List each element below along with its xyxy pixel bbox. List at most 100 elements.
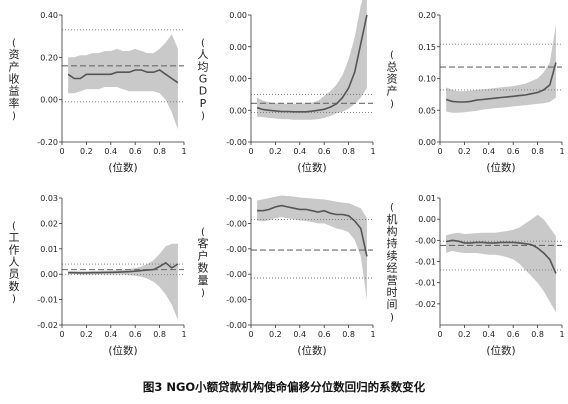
x-tick-label: 0.8 bbox=[531, 147, 544, 156]
confidence-band bbox=[257, 0, 367, 120]
x-tick-label: 1 bbox=[181, 147, 186, 156]
y-axis-label: (人均 G D P) bbox=[198, 38, 209, 122]
x-tick-label: 0 bbox=[248, 330, 253, 339]
confidence-band bbox=[446, 24, 556, 113]
y-tick-label: 0.00 bbox=[40, 96, 58, 105]
x-tick-label: 0.8 bbox=[153, 147, 166, 156]
x-axis-label: (位数) bbox=[108, 161, 137, 174]
y-tick-label: -0.02 bbox=[415, 300, 436, 309]
panel-3: 0.20 0.15 0.10 0.05 0.000 0.2 0.4 0.6 0.8 1 (位数) (总… bbox=[387, 11, 565, 174]
y-tick-label: 0.15 bbox=[418, 43, 436, 52]
quantile-coefficient-line bbox=[445, 239, 557, 274]
x-tick-label: 0 bbox=[59, 330, 64, 339]
y-tick-label: 0.00 bbox=[229, 43, 247, 52]
y-tick-label: -0.01 bbox=[37, 296, 58, 305]
x-axis-label: (位数) bbox=[108, 344, 137, 357]
panel-1: 0.40 0.20 0.00 -0.200 0.2 0.4 0.6 0.8 1 (位数) (资产收益… bbox=[9, 11, 187, 174]
x-tick-label: 0.8 bbox=[342, 330, 355, 339]
y-tick-label: 0.20 bbox=[418, 11, 436, 20]
y-tick-label: -0.01 bbox=[415, 258, 436, 267]
y-tick-label: -0.00 bbox=[226, 245, 247, 254]
x-tick-label: 0.6 bbox=[318, 330, 331, 339]
x-tick-label: 0.4 bbox=[293, 330, 306, 339]
x-tick-label: 0 bbox=[437, 147, 442, 156]
confidence-band bbox=[68, 34, 178, 130]
x-tick-label: 1 bbox=[370, 330, 375, 339]
x-tick-label: 0.8 bbox=[342, 147, 355, 156]
y-tick-label: 0.00 bbox=[229, 75, 247, 84]
y-tick-label: 0.02 bbox=[40, 219, 58, 228]
x-tick-label: 0.4 bbox=[104, 147, 117, 156]
x-tick-label: 0.6 bbox=[507, 330, 520, 339]
y-tick-label: -0.00 bbox=[226, 219, 247, 228]
confidence-band bbox=[257, 195, 367, 300]
quantile-coefficient-line bbox=[256, 14, 368, 113]
y-axis-label: (总资产) bbox=[387, 50, 398, 110]
y-tick-label: 0.40 bbox=[40, 11, 58, 20]
x-tick-label: 0 bbox=[437, 330, 442, 339]
panels-group: 0.400.200.00-0.200 0.2 0.4 0.6 0.8 1(位数)(资产收益… bbox=[9, 0, 565, 357]
y-tick-label: 0.01 bbox=[418, 194, 436, 203]
y-tick-label: 0.10 bbox=[418, 75, 436, 84]
figure-caption: 图3 NGO小额贷款机构使命偏移分位数回归的系数变化 bbox=[143, 380, 426, 394]
x-tick-label: 0.2 bbox=[269, 147, 282, 156]
quantile-coefficient-line bbox=[257, 204, 368, 257]
x-tick-label: 0.4 bbox=[104, 330, 117, 339]
x-tick-label: 0.4 bbox=[482, 330, 495, 339]
x-axis-label: (位数) bbox=[486, 344, 515, 357]
y-tick-label: 0.01 bbox=[40, 245, 58, 254]
x-tick-label: 0.6 bbox=[318, 147, 331, 156]
confidence-band bbox=[446, 214, 556, 313]
y-tick-label: -0.00 bbox=[415, 236, 436, 245]
x-tick-label: 0.4 bbox=[482, 147, 495, 156]
y-tick-label: -0.00 bbox=[226, 194, 247, 203]
y-axis-label: (机构持续经营时间) bbox=[387, 203, 398, 324]
y-tick-label: -0.02 bbox=[37, 321, 58, 330]
y-tick-label: -0.01 bbox=[415, 279, 436, 288]
y-tick-label: -0.00 bbox=[226, 270, 247, 279]
x-tick-label: 0.6 bbox=[129, 330, 142, 339]
panel-4: 0.03 0.02 0.01 0.00 -0.01 -0.020 0.2 0.4 0.6 0.8 1… bbox=[9, 194, 187, 357]
y-axis-label: (工作人员数) bbox=[9, 221, 20, 305]
x-tick-label: 1 bbox=[370, 147, 375, 156]
panel-2: 0.00 0.00 0.00 0.00 -0.000 0.2 0.4 0.6 0.8 1 (位数) (… bbox=[198, 0, 376, 174]
y-axis-label: (客户数量) bbox=[198, 227, 209, 299]
y-tick-label: 0.00 bbox=[229, 106, 247, 115]
x-tick-label: 0.2 bbox=[80, 330, 93, 339]
y-tick-label: 0.00 bbox=[40, 270, 58, 279]
x-tick-label: 0.2 bbox=[458, 147, 471, 156]
x-tick-label: 0 bbox=[248, 147, 253, 156]
x-tick-label: 0.8 bbox=[531, 330, 544, 339]
x-tick-label: 0.4 bbox=[293, 147, 306, 156]
x-axis-label: (位数) bbox=[297, 344, 326, 357]
x-tick-label: 0.8 bbox=[153, 330, 166, 339]
y-axis-label: (资产收益率) bbox=[9, 38, 20, 122]
y-tick-label: -0.20 bbox=[37, 138, 58, 147]
x-tick-label: 0.2 bbox=[269, 330, 282, 339]
x-axis-label: (位数) bbox=[486, 161, 515, 174]
y-tick-label: -0.00 bbox=[226, 138, 247, 147]
y-tick-label: 0.00 bbox=[229, 11, 247, 20]
quantile-coefficient-line bbox=[67, 69, 179, 84]
x-axis-label: (位数) bbox=[297, 161, 326, 174]
confidence-band bbox=[68, 243, 178, 320]
y-tick-label: -0.00 bbox=[226, 296, 247, 305]
y-tick-label: 0.00 bbox=[418, 215, 436, 224]
y-tick-label: 0.05 bbox=[418, 106, 436, 115]
x-tick-label: 0.2 bbox=[458, 330, 471, 339]
x-tick-label: 1 bbox=[559, 147, 564, 156]
y-tick-label: 0.20 bbox=[40, 53, 58, 62]
panel-5: -0.00-0.00-0.00-0.00-0.00-0.000 0.2 0.4 0.6… bbox=[198, 194, 376, 357]
y-tick-label: -0.00 bbox=[226, 321, 247, 330]
x-tick-label: 0.6 bbox=[129, 147, 142, 156]
panel-6: 0.01 0.00 -0.00 -0.01 -0.01 -0.02 0 0.2 0.4 0.6 0.… bbox=[387, 194, 565, 357]
y-tick-label: 0.03 bbox=[40, 194, 58, 203]
quantile-coefficient-line bbox=[445, 62, 557, 103]
y-tick-label: 0.00 bbox=[418, 138, 436, 147]
x-tick-label: 0 bbox=[59, 147, 64, 156]
x-tick-label: 1 bbox=[559, 330, 564, 339]
x-tick-label: 0.2 bbox=[80, 147, 93, 156]
x-tick-label: 1 bbox=[181, 330, 186, 339]
quantile-coefficient-line bbox=[68, 261, 179, 274]
